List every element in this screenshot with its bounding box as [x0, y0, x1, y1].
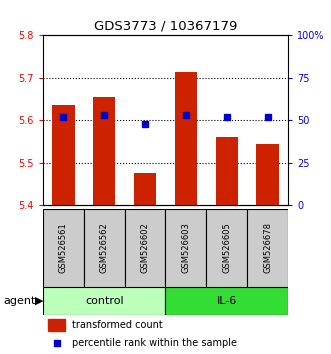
Text: GSM526561: GSM526561 — [59, 222, 68, 273]
Bar — [247, 209, 288, 287]
Text: control: control — [85, 296, 123, 306]
Bar — [125, 209, 166, 287]
Text: ▶: ▶ — [35, 296, 43, 306]
Text: GSM526678: GSM526678 — [263, 222, 272, 273]
Bar — [52, 105, 75, 205]
Bar — [134, 173, 156, 205]
Text: IL-6: IL-6 — [216, 296, 237, 306]
Text: agent: agent — [3, 296, 36, 306]
Bar — [48, 319, 65, 331]
Text: GSM526603: GSM526603 — [181, 222, 190, 273]
Bar — [43, 209, 84, 287]
Text: GSM526562: GSM526562 — [100, 222, 109, 273]
Bar — [175, 72, 197, 205]
Text: GSM526605: GSM526605 — [222, 222, 231, 273]
Title: GDS3773 / 10367179: GDS3773 / 10367179 — [94, 20, 237, 33]
Bar — [206, 209, 247, 287]
Bar — [93, 97, 116, 205]
Text: transformed count: transformed count — [72, 320, 163, 330]
Bar — [84, 209, 125, 287]
Bar — [256, 144, 279, 205]
Bar — [166, 287, 288, 315]
Text: percentile rank within the sample: percentile rank within the sample — [72, 338, 237, 348]
Bar — [43, 287, 166, 315]
Bar — [166, 209, 206, 287]
Text: GSM526602: GSM526602 — [141, 222, 150, 273]
Bar — [215, 137, 238, 205]
